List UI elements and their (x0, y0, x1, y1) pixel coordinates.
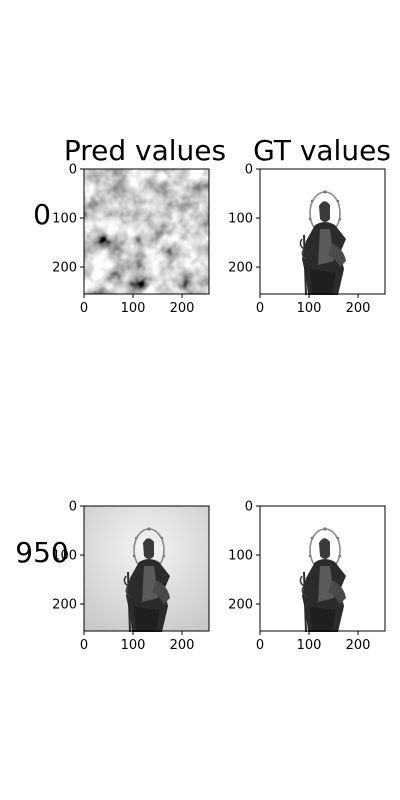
y-tick-label: 200 (228, 598, 253, 613)
image-noise (84, 169, 209, 294)
x-tick-label: 100 (297, 301, 322, 316)
x-tick-label: 0 (80, 638, 88, 653)
axes-frame (259, 168, 386, 295)
y-tick-label: 200 (52, 261, 77, 276)
column-title-pred: Pred values (64, 134, 226, 167)
x-tick-label: 200 (346, 638, 371, 653)
row-label-0: 0 (33, 198, 51, 231)
axes-3: 0 100 200 0 100 200 (228, 500, 386, 653)
y-tick-label: 100 (228, 212, 253, 227)
x-tick-label: 100 (121, 638, 146, 653)
panel-row950-gt (260, 506, 385, 633)
x-tick-label: 200 (170, 301, 195, 316)
axes-frame (83, 168, 210, 295)
y-tick-label: 100 (52, 212, 77, 227)
y-tick-label: 100 (52, 549, 77, 564)
y-tick-label: 200 (228, 261, 253, 276)
x-tick-label: 0 (256, 638, 264, 653)
y-tick-label: 0 (245, 500, 253, 515)
x-tick-label: 0 (256, 301, 264, 316)
y-tick-label: 200 (52, 598, 77, 613)
panel-row0-pred (84, 169, 209, 294)
y-tick-label: 100 (228, 549, 253, 564)
y-tick-label: 0 (69, 500, 77, 515)
row-label-950: 950 (15, 536, 68, 569)
axes-layer: 0 100 200 0 100 200 0 100 200 0 100 200 0 100 200 0 100 2… (52, 163, 386, 653)
axes-1: 0 100 200 0 100 200 (228, 163, 386, 316)
x-tick-label: 0 (80, 301, 88, 316)
x-tick-label: 100 (297, 638, 322, 653)
panel-row950-pred (84, 506, 209, 633)
axes-2: 0 100 200 0 100 200 (52, 500, 210, 653)
axes-frame (259, 505, 386, 632)
y-tick-label: 0 (245, 163, 253, 178)
x-tick-label: 200 (346, 301, 371, 316)
y-tick-label: 0 (69, 163, 77, 178)
x-tick-label: 200 (170, 638, 195, 653)
panel-row0-gt (260, 169, 385, 296)
column-title-gt: GT values (253, 134, 391, 167)
axes-0: 0 100 200 0 100 200 (52, 163, 210, 316)
axes-frame (83, 505, 210, 632)
x-tick-label: 100 (121, 301, 146, 316)
